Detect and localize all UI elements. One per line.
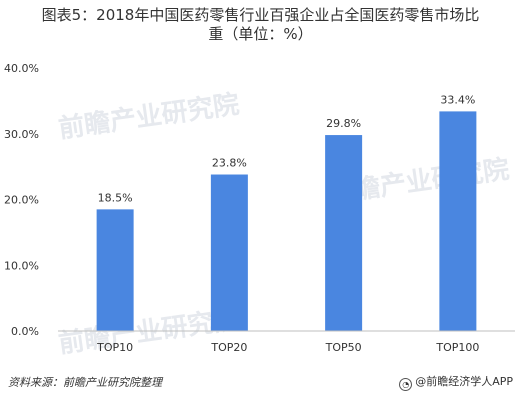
bars: 18.5% 23.8% 29.8% 33.4% xyxy=(96,93,477,332)
value-label: 18.5% xyxy=(98,191,133,204)
x-axis-ticks: TOP10 TOP20 TOP50 TOP100 xyxy=(96,341,479,354)
y-tick-label: 10.0% xyxy=(4,259,39,272)
x-tick-label: TOP10 xyxy=(96,341,133,354)
y-tick-label: 20.0% xyxy=(4,194,39,207)
y-axis-ticks: 0.0% 10.0% 20.0% 30.0% 40.0% xyxy=(4,62,39,338)
bar-top50 xyxy=(325,135,363,331)
x-tick-label: TOP50 xyxy=(325,341,362,354)
watermark-text: 前瞻产业研究院 xyxy=(57,89,242,145)
bar-top100 xyxy=(439,111,477,332)
bar-top10 xyxy=(96,209,134,331)
brand-credit: ◔ @前瞻经济学人APP xyxy=(399,373,513,391)
value-label: 29.8% xyxy=(326,117,361,130)
y-tick-label: 40.0% xyxy=(4,62,39,75)
chart-title-line2: 重（单位：%） xyxy=(208,25,313,43)
bar-top20 xyxy=(210,174,248,331)
brand-text: @前瞻经济学人APP xyxy=(415,375,513,388)
chart-title-line1: 图表5：2018年中国医药零售行业百强企业占全国医药零售市场比 xyxy=(41,6,480,24)
x-tick-label: TOP100 xyxy=(435,341,479,354)
source-note: 资料来源：前瞻产业研究院整理 xyxy=(8,376,162,389)
value-label: 23.8% xyxy=(212,157,247,170)
chart-title: 图表5：2018年中国医药零售行业百强企业占全国医药零售市场比 重（单位：%） xyxy=(0,6,521,44)
y-tick-label: 0.0% xyxy=(11,325,39,338)
y-tick-label: 30.0% xyxy=(4,128,39,141)
value-label: 33.4% xyxy=(440,93,475,106)
bubble-logo-icon: ◔ xyxy=(399,378,413,391)
x-tick-label: TOP20 xyxy=(210,341,247,354)
